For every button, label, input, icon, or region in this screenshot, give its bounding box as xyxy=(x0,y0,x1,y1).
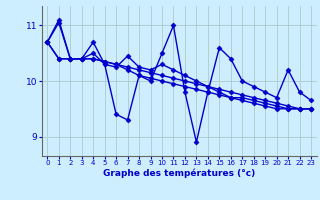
X-axis label: Graphe des températures (°c): Graphe des températures (°c) xyxy=(103,169,255,178)
